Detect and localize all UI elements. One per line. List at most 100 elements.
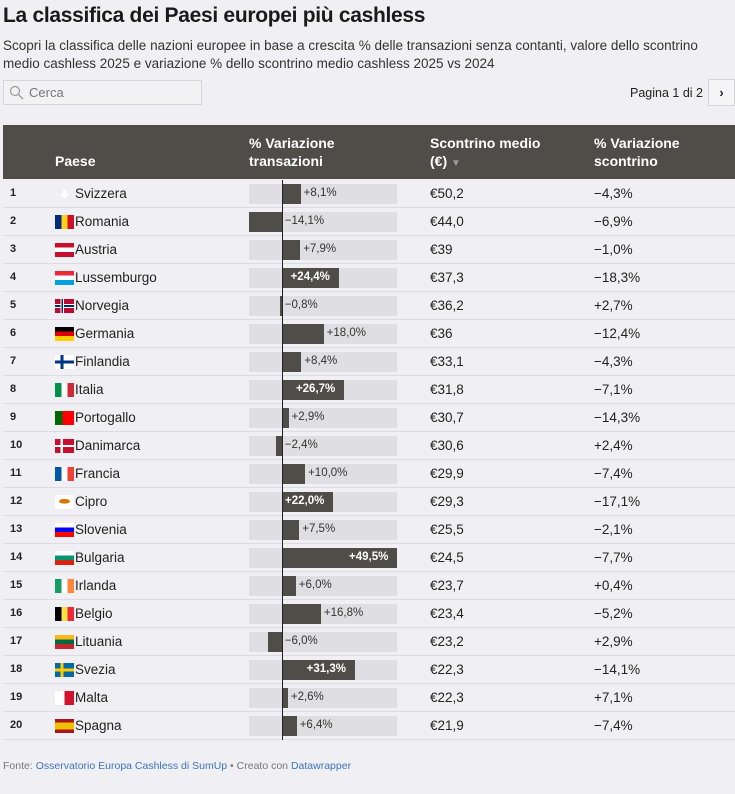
country-name: Danimarca [75,438,141,453]
transaction-bar [281,548,397,568]
next-page-button[interactable]: › [708,79,735,106]
rank: 4 [10,271,17,283]
transaction-bar [249,212,282,232]
country-name: Lituania [75,634,123,649]
transaction-label: +24,4% [290,271,330,283]
header-receipt-change[interactable]: % Variazione scontrino [594,135,680,169]
transaction-label: −0,8% [284,299,318,311]
transaction-bar [281,184,301,204]
table-row: 17 Lituania −6,0% €23,2 +2,9% [3,628,735,656]
country-name: Slovenia [75,522,127,537]
rank: 9 [10,411,17,423]
country-name: Belgio [75,606,113,621]
receipt-change-value: −7,4% [594,466,633,481]
country-name: Portogallo [75,410,136,425]
table-row: 11 Francia +10,0% €29,9 −7,4% [3,460,735,488]
transaction-bar [281,240,301,260]
table-row: 1 Svizzera +8,1% €50,2 −4,3% [3,180,735,208]
zero-line [282,180,283,740]
table-row: 12 Cipro +22,0% €29,3 −17,1% [3,488,735,516]
receipt-value: €25,5 [430,522,464,537]
header-country[interactable]: Paese [55,153,96,169]
transaction-label: +49,5% [349,551,389,563]
flag-slovenia-icon [55,523,74,537]
rank: 1 [10,187,17,199]
country-name: Malta [75,690,109,705]
country-name: Norvegia [75,298,130,313]
table-row: 14 Bulgaria +49,5% €24,5 −7,7% [3,544,735,572]
header-receipt-label: Scontrino medio (€) [430,135,541,169]
transaction-label: +2,9% [291,411,325,423]
chart-description: Scopri la classifica delle nazioni europ… [3,38,698,71]
rank: 6 [10,327,17,339]
transaction-bar [281,352,302,372]
flag-danimarca-icon [55,439,74,453]
flag-finlandia-icon [55,355,74,369]
transaction-bar [281,408,289,428]
table-header: Paese % Variazione transazioni Scontrino… [3,125,735,179]
search-input[interactable] [29,85,189,100]
receipt-change-value: +0,4% [594,578,633,593]
receipt-value: €22,3 [430,662,464,677]
header-transactions[interactable]: % Variazione transazioni [249,135,335,169]
receipt-change-value: −7,1% [594,382,633,397]
transaction-bar [279,296,282,316]
receipt-change-value: +7,1% [594,690,633,705]
flag-spagna-icon [55,719,74,733]
header-receipt[interactable]: Scontrino medio (€) ▼ [430,134,560,173]
table-row: 18 Svezia +31,3% €22,3 −14,1% [3,656,735,684]
rank: 18 [10,663,23,675]
country-name: Svizzera [75,186,127,201]
receipt-value: €29,9 [430,466,464,481]
transaction-label: +7,9% [303,243,337,255]
table-row: 19 Malta +2,6% €22,3 +7,1% [3,684,735,712]
source-link[interactable]: Osservatorio Europa Cashless di SumUp [35,760,228,772]
datawrapper-link[interactable]: Datawrapper [290,760,352,772]
table-row: 5 Norvegia −0,8% €36,2 +2,7% [3,292,735,320]
table-body: 1 Svizzera +8,1% €50,2 −4,3% 2 Romania −1… [3,180,735,740]
search-box[interactable] [3,80,202,105]
receipt-value: €37,3 [430,270,464,285]
country-name: Svezia [75,662,116,677]
flag-lituania-icon [55,635,74,649]
receipt-value: €33,1 [430,354,464,369]
flag-romania-icon [55,215,74,229]
flag-portogallo-icon [55,411,74,425]
receipt-change-value: +2,7% [594,298,633,313]
transaction-bar [267,632,282,652]
rank: 13 [10,523,23,535]
receipt-change-value: −12,4% [594,326,641,341]
receipt-change-value: −14,1% [594,662,641,677]
bar-background [249,632,397,652]
receipt-change-value: −4,3% [594,354,633,369]
bar-background [249,212,397,232]
receipt-change-value: −7,7% [594,550,633,565]
receipt-change-value: −18,3% [594,270,641,285]
country-name: Spagna [75,718,122,733]
receipt-value: €30,7 [430,410,464,425]
transaction-bar [281,492,333,512]
transaction-bar [281,660,355,680]
table-row: 2 Romania −14,1% €44,0 −6,9% [3,208,735,236]
receipt-change-value: −1,0% [594,242,633,257]
receipt-change-value: −14,3% [594,410,641,425]
receipt-value: €23,2 [430,634,464,649]
table-row: 4 Lussemburgo +24,4% €37,3 −18,3% [3,264,735,292]
receipt-value: €30,6 [430,438,464,453]
table-row: 16 Belgio +16,8% €23,4 −5,2% [3,600,735,628]
receipt-change-value: −6,9% [594,214,633,229]
receipt-value: €24,5 [430,550,464,565]
footer: Fonte: Osservatorio Europa Cashless di S… [3,760,351,772]
flag-francia-icon [55,467,74,481]
country-name: Lussemburgo [75,270,157,285]
created-label: Creato con [236,760,289,772]
table-row: 6 Germania +18,0% €36 −12,4% [3,320,735,348]
transaction-label: +18,0% [326,327,367,339]
flag-germania-icon [55,327,74,341]
receipt-value: €50,2 [430,186,464,201]
bar-background [249,436,397,456]
transaction-label: +22,0% [285,495,325,507]
flag-svezia-icon [55,663,74,677]
transaction-label: +31,3% [306,663,346,675]
receipt-value: €21,9 [430,718,464,733]
